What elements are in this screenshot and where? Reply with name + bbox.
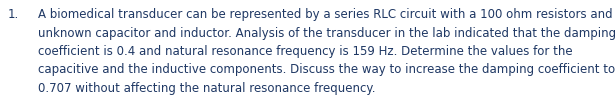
- Text: capacitive and the inductive components. Discuss the way to increase the damping: capacitive and the inductive components.…: [38, 64, 615, 77]
- Text: A biomedical transducer can be represented by a series RLC circuit with a 100 oh: A biomedical transducer can be represent…: [38, 8, 613, 21]
- Text: coefficient is 0.4 and natural resonance frequency is 159 Hz. Determine the valu: coefficient is 0.4 and natural resonance…: [38, 45, 573, 58]
- Text: 0.707 without affecting the natural resonance frequency.: 0.707 without affecting the natural reso…: [38, 82, 376, 95]
- Text: 1.: 1.: [8, 8, 19, 21]
- Text: unknown capacitor and inductor. Analysis of the transducer in the lab indicated : unknown capacitor and inductor. Analysis…: [38, 27, 615, 40]
